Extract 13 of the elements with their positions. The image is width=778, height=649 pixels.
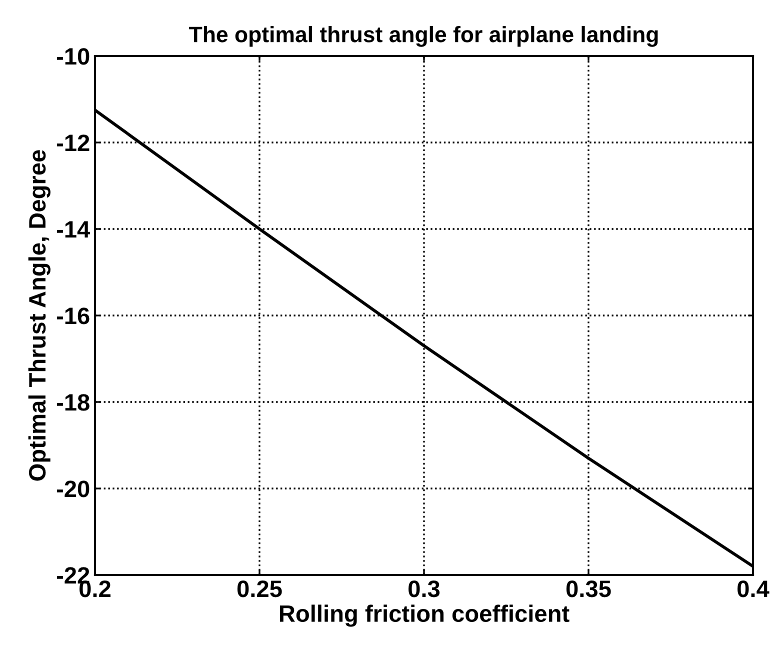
x-tick-label: 0.4 xyxy=(738,580,770,598)
y-tick-label: -12 xyxy=(56,134,90,152)
x-tick-label: 0.3 xyxy=(408,580,440,598)
x-axis-title: Rolling friction coefficient xyxy=(280,604,570,627)
y-tick-label: -14 xyxy=(56,221,90,238)
chart-title: The optimal thrust angle for airplane landing xyxy=(189,26,658,47)
y-tick-label: -16 xyxy=(56,308,90,324)
x-tick-label: 0.35 xyxy=(566,580,611,598)
y-tick-label: -10 xyxy=(56,48,90,65)
y-axis-title: Optimal Thrust Angle, Degree xyxy=(28,150,50,481)
x-tick-label: 0.25 xyxy=(237,580,282,598)
y-tick-label: -20 xyxy=(56,480,90,498)
y-tick-label: -18 xyxy=(56,394,90,411)
